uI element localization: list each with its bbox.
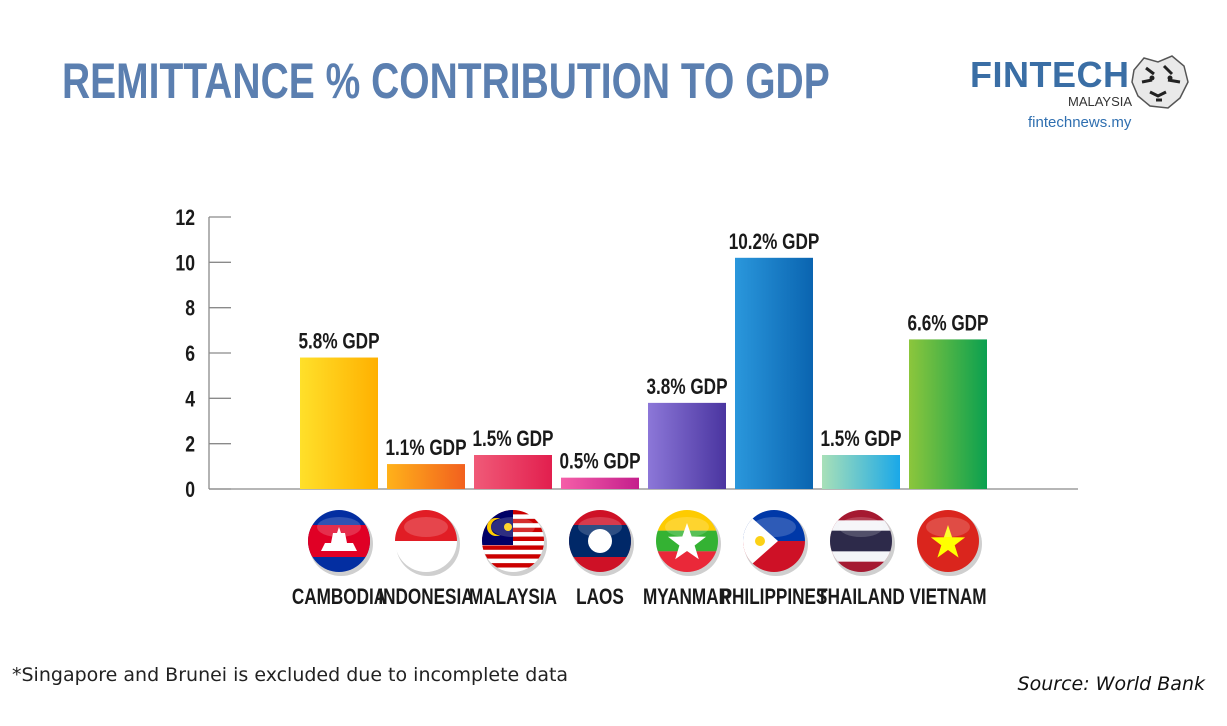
y-axis: 0 2 4 6 8 10 12 xyxy=(175,206,1078,503)
bar-philippines xyxy=(735,257,813,489)
malaysia-flag-icon xyxy=(482,510,547,576)
data-label-malaysia: 1.5% GDP xyxy=(472,427,553,452)
logo-url: fintechnews.my xyxy=(1028,114,1132,131)
bar-chart: 0 2 4 6 8 10 12 5.8% GDP CAMBODIA 1.1% GDP INDONE… xyxy=(175,206,1078,610)
bar-myanmar xyxy=(648,402,726,489)
category-label-cambodia: CAMBODIA xyxy=(292,585,386,610)
cambodia-flag-icon xyxy=(308,510,373,576)
category-label-philippines: PHILIPPINES xyxy=(721,585,828,610)
y-tick-label: 4 xyxy=(185,388,195,412)
y-tick-label: 0 xyxy=(185,478,195,502)
y-tick-label: 2 xyxy=(185,433,195,457)
data-label-philippines: 10.2% GDP xyxy=(729,230,820,255)
footnote: *Singapore and Brunei is excluded due to… xyxy=(12,664,569,686)
y-tick-label: 12 xyxy=(175,206,195,230)
data-label-myanmar: 3.8% GDP xyxy=(646,375,727,400)
logo-name: FINTECH xyxy=(970,54,1130,95)
data-label-laos: 0.5% GDP xyxy=(559,450,640,475)
logo-subtitle: MALAYSIA xyxy=(1068,94,1133,109)
bar-vietnam xyxy=(909,339,987,489)
bar-indonesia xyxy=(387,464,465,489)
thailand-flag-icon xyxy=(830,510,895,576)
vietnam-flag-icon xyxy=(917,510,982,576)
bars: 5.8% GDP CAMBODIA 1.1% GDP INDONESIA 1.5% GD… xyxy=(292,230,989,610)
fintech-malaysia-logo: FINTECH MALAYSIA fintechnews.my xyxy=(968,52,1193,142)
category-label-malaysia: MALAYSIA xyxy=(469,585,557,610)
category-label-vietnam: VIETNAM xyxy=(909,585,986,610)
y-tick-label: 10 xyxy=(175,252,195,276)
data-label-thailand: 1.5% GDP xyxy=(820,427,901,452)
myanmar-flag-icon xyxy=(656,510,721,576)
flags xyxy=(308,510,982,576)
philippines-flag-icon xyxy=(743,510,808,576)
bar-thailand xyxy=(822,455,900,489)
category-label-thailand: THAILAND xyxy=(817,585,905,610)
data-label-indonesia: 1.1% GDP xyxy=(385,436,466,461)
laos-flag-icon xyxy=(569,510,634,576)
data-label-cambodia: 5.8% GDP xyxy=(298,330,379,355)
chart-title: REMITTANCE % CONTRIBUTION TO GDP xyxy=(62,53,830,109)
data-label-vietnam: 6.6% GDP xyxy=(907,311,988,336)
bar-cambodia xyxy=(300,357,378,489)
bar-malaysia xyxy=(474,455,552,489)
category-label-laos: LAOS xyxy=(576,585,624,610)
y-tick-label: 8 xyxy=(185,297,195,321)
source-note: Source: World Bank xyxy=(1017,673,1205,695)
indonesia-flag-icon xyxy=(395,510,460,576)
bar-laos xyxy=(561,477,639,489)
category-label-indonesia: INDONESIA xyxy=(378,585,473,610)
y-tick-label: 6 xyxy=(185,342,195,366)
category-label-myanmar: MYANMAR xyxy=(643,585,731,610)
tiger-icon xyxy=(1131,55,1189,109)
